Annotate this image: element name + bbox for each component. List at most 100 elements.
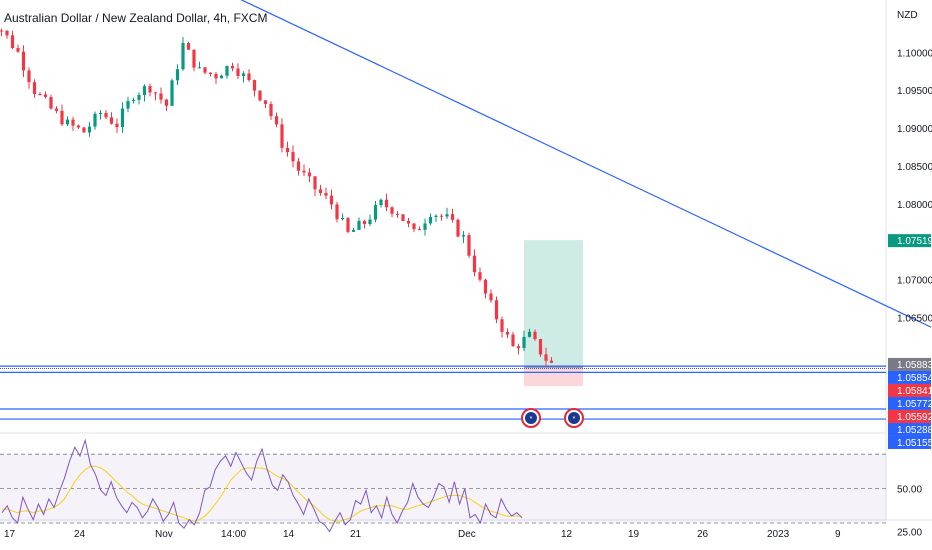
time-tick-label: 2023 [767,529,790,540]
price-tick-label: 1.08500 [897,162,932,173]
candle-body [203,67,207,73]
candle-body [516,346,521,349]
candle-body [65,119,70,125]
candle-body [258,90,262,101]
time-tick-label: Dec [458,529,476,540]
price-tick-label: 1.10000 [897,48,932,59]
candle-body [362,220,367,225]
candle-body [175,69,180,81]
candle-body [489,293,493,301]
rsi-pane[interactable] [0,438,886,533]
price-badge [888,234,931,248]
rsi-tick-label: 50.00 [897,485,922,496]
position-profit-zone[interactable] [524,240,583,368]
rsi-line [1,438,523,533]
candle-body [104,112,108,118]
candle-body [241,73,246,77]
candle-body [346,217,350,232]
candle-body [137,94,141,100]
price-badge [888,383,931,397]
event-icon-au[interactable]: * [564,408,584,428]
candle-body [120,108,125,128]
candle-body [467,235,471,256]
price-badge-label: 1.05772 [897,399,932,410]
rsi-tick-label: 25.00 [897,528,922,539]
candle-body [32,82,37,94]
candle-body [357,220,361,230]
candle-body [340,217,345,220]
svg-text:*: * [573,416,576,423]
candle-body [27,70,31,83]
candle-body [192,49,196,68]
time-tick-label: 21 [350,529,362,540]
price-badge [888,396,931,410]
candle-body [214,73,218,79]
candle-body [98,112,103,114]
time-tick-label: Nov [155,529,173,540]
candle-body [324,192,328,196]
candle-body [401,214,405,221]
candle-body [527,331,532,337]
price-tick-label: 1.07000 [897,275,932,286]
candle-body [208,72,213,74]
candle-body [428,217,433,224]
event-icon-au[interactable]: * [521,408,541,428]
candle-body [274,116,279,125]
candle-body [43,94,48,97]
candle-body [38,93,42,95]
time-axis[interactable]: 17 24 Nov 14:00 14 21 Dec 12 19 26 2023 9 [4,529,841,540]
candle-body [472,255,477,273]
price-tick-label: 1.06500 [897,313,932,324]
price-badge-label: 1.05592 [897,412,932,423]
candle-body [445,214,449,217]
candle-body [159,93,163,100]
candle-body [71,119,75,126]
candle-body [131,99,136,102]
price-axis[interactable]: 50.00 25.00 NZD 1.10000 1.09500 1.09000 1.0850… [888,10,932,539]
candle-body [329,195,334,205]
candle-body [82,127,86,133]
candle-body [302,170,306,173]
candle-body [16,48,20,52]
candle-body [148,86,152,93]
price-badge [888,357,931,371]
trendline[interactable] [233,0,932,328]
price-badge-label: 1.07519 [897,236,932,247]
candle-body [351,229,356,232]
candle-body [142,86,147,95]
price-badge [888,370,931,384]
candle-body [280,124,284,148]
long-position-tool[interactable] [524,240,583,386]
rsi-ma-line [2,465,522,522]
candle-body [296,161,301,171]
time-tick-label: 17 [4,529,16,540]
trendline-segment[interactable] [233,0,932,328]
candle-body [115,123,119,128]
candle-body [93,113,97,127]
price-tick-label: 1.09500 [897,86,932,97]
position-stop-zone[interactable] [524,367,583,386]
event-markers[interactable]: * * [521,408,584,428]
candles [0,28,554,367]
candle-body [544,354,548,361]
candle-body [0,30,4,32]
price-badge [888,422,931,436]
time-tick-label: 12 [561,529,573,540]
candle-body [368,219,372,225]
candle-body [318,189,323,193]
candle-body [456,219,460,237]
candle-body [423,223,427,230]
candle-body [373,205,378,220]
price-axis-unit: NZD [897,10,918,21]
candle-body [538,339,543,355]
candle-body [307,172,312,177]
candle-body [225,66,229,76]
candle-body [269,103,273,117]
candle-body [434,215,438,218]
price-badge [888,435,931,449]
price-badge [888,409,931,423]
time-tick-label: 24 [74,529,86,540]
horizontal-lines[interactable] [0,365,886,420]
candle-body [500,319,504,332]
